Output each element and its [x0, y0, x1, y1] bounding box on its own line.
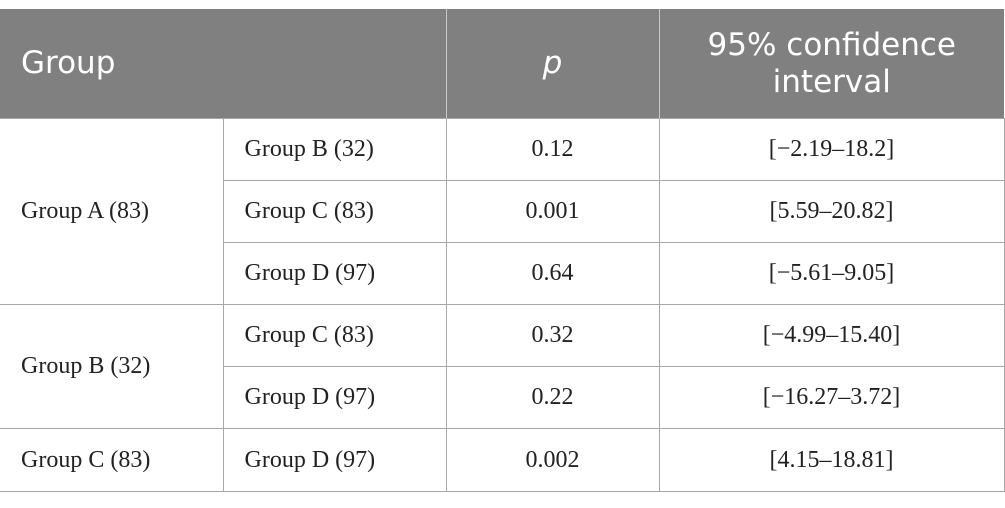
ci-cell: [−2.19–18.2]	[658, 118, 1005, 181]
ci-cell: [−5.61–9.05]	[658, 242, 1005, 305]
table-body: Group A (83) Group B (32) 0.12 [−2.19–18…	[0, 118, 1005, 492]
table-row: Group B (32) Group C (83) 0.32 [−4.99–15…	[0, 304, 1005, 429]
table-header: Group p 95% confidence interval	[0, 9, 1005, 119]
p-value-cell: 0.002	[445, 428, 660, 492]
header-confidence-interval: 95% confidence interval	[658, 9, 1005, 119]
compare-cell: Group D (97)	[222, 428, 447, 492]
ci-cell: [5.59–20.82]	[658, 180, 1005, 243]
table-row: Group D (97) 0.22 [−16.27–3.72]	[0, 366, 1005, 429]
group-cell: Group B (32)	[0, 304, 224, 429]
ci-cell: [−16.27–3.72]	[658, 366, 1005, 429]
ci-cell: [−4.99–15.40]	[658, 304, 1005, 367]
p-value-cell: 0.64	[445, 242, 660, 305]
compare-cell: Group B (32)	[222, 118, 447, 181]
ci-cell: [4.15–18.81]	[658, 428, 1005, 492]
header-group: Group	[0, 9, 447, 119]
header-p-value: p	[445, 9, 660, 119]
compare-cell: Group C (83)	[222, 304, 447, 367]
header-ci-line2: interval	[772, 63, 891, 100]
group-cell: Group A (83)	[0, 118, 224, 305]
group-cell: Group C (83)	[0, 428, 224, 492]
table-row: Group A (83) Group B (32) 0.12 [−2.19–18…	[0, 118, 1005, 305]
p-value-cell: 0.001	[445, 180, 660, 243]
table-row: Group D (97) 0.64 [−5.61–9.05]	[0, 242, 1005, 305]
compare-cell: Group D (97)	[222, 366, 447, 429]
p-value-cell: 0.32	[445, 304, 660, 367]
p-value-cell: 0.22	[445, 366, 660, 429]
table-row: Group C (83) 0.001 [5.59–20.82]	[0, 180, 1005, 243]
compare-cell: Group C (83)	[222, 180, 447, 243]
comparison-table: Group p 95% confidence interval Group A …	[0, 9, 1005, 492]
table-row: Group C (83) Group D (97) 0.002 [4.15–18…	[0, 428, 1005, 492]
compare-cell: Group D (97)	[222, 242, 447, 305]
header-row: Group p 95% confidence interval	[0, 9, 1005, 119]
p-value-cell: 0.12	[445, 118, 660, 181]
header-ci-line1: 95% confidence	[707, 26, 956, 63]
